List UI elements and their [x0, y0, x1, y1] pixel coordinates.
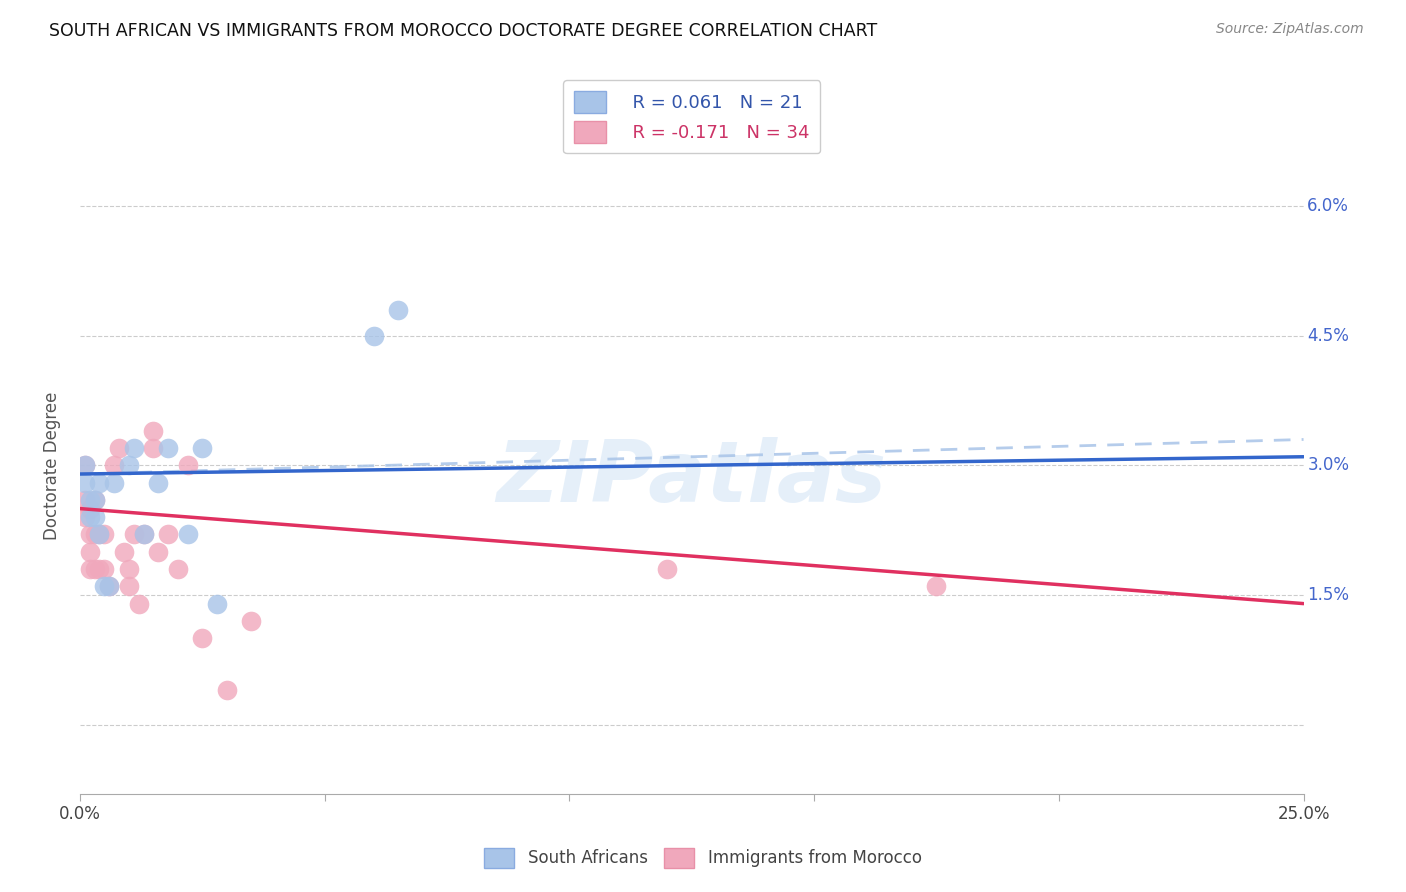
Point — [103, 475, 125, 490]
Point — [79, 492, 101, 507]
Point — [79, 562, 101, 576]
Point — [73, 510, 96, 524]
Text: 3.0%: 3.0% — [1308, 457, 1350, 475]
Point — [132, 527, 155, 541]
Point — [73, 458, 96, 473]
Point — [657, 562, 679, 576]
Point — [73, 475, 96, 490]
Point — [132, 527, 155, 541]
Point — [122, 527, 145, 541]
Point — [191, 441, 214, 455]
Point — [79, 501, 101, 516]
Point — [128, 597, 150, 611]
Point — [83, 492, 105, 507]
Point — [89, 562, 111, 576]
Point — [103, 458, 125, 473]
Point — [148, 475, 170, 490]
Point — [83, 510, 105, 524]
Point — [89, 527, 111, 541]
Point — [93, 527, 115, 541]
Point — [215, 683, 238, 698]
Point — [118, 562, 141, 576]
Text: Source: ZipAtlas.com: Source: ZipAtlas.com — [1216, 22, 1364, 37]
Point — [148, 545, 170, 559]
Point — [79, 545, 101, 559]
Point — [89, 475, 111, 490]
Point — [93, 562, 115, 576]
Point — [387, 302, 409, 317]
Text: ZIPatlas: ZIPatlas — [496, 437, 887, 520]
Point — [156, 441, 179, 455]
Point — [112, 545, 135, 559]
Text: 4.5%: 4.5% — [1308, 326, 1350, 345]
Point — [925, 579, 948, 593]
Legend: South Africans, Immigrants from Morocco: South Africans, Immigrants from Morocco — [478, 841, 928, 875]
Point — [98, 579, 121, 593]
Point — [176, 527, 198, 541]
Point — [156, 527, 179, 541]
Point — [118, 579, 141, 593]
Point — [122, 441, 145, 455]
Point — [79, 527, 101, 541]
Y-axis label: Doctorate Degree: Doctorate Degree — [44, 392, 60, 540]
Point — [363, 328, 385, 343]
Point — [108, 441, 131, 455]
Point — [205, 597, 228, 611]
Point — [191, 631, 214, 645]
Point — [83, 527, 105, 541]
Legend:   R = 0.061   N = 21,   R = -0.171   N = 34: R = 0.061 N = 21, R = -0.171 N = 34 — [564, 80, 820, 153]
Text: 1.5%: 1.5% — [1308, 586, 1350, 604]
Point — [79, 510, 101, 524]
Point — [98, 579, 121, 593]
Point — [73, 458, 96, 473]
Point — [166, 562, 188, 576]
Point — [73, 492, 96, 507]
Point — [142, 441, 165, 455]
Point — [240, 614, 263, 628]
Point — [142, 424, 165, 438]
Point — [83, 562, 105, 576]
Point — [176, 458, 198, 473]
Point — [83, 492, 105, 507]
Text: SOUTH AFRICAN VS IMMIGRANTS FROM MOROCCO DOCTORATE DEGREE CORRELATION CHART: SOUTH AFRICAN VS IMMIGRANTS FROM MOROCCO… — [49, 22, 877, 40]
Point — [118, 458, 141, 473]
Point — [89, 527, 111, 541]
Text: 6.0%: 6.0% — [1308, 197, 1350, 215]
Point — [93, 579, 115, 593]
